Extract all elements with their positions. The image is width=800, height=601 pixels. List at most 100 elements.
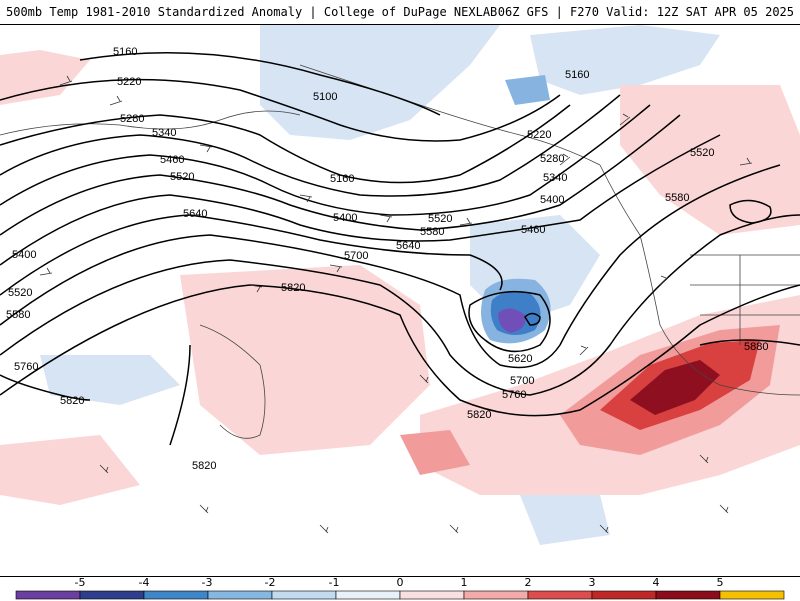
coastline <box>690 254 800 345</box>
contour-line <box>0 134 721 266</box>
wind-barb <box>199 504 209 514</box>
contour-label: 5220 <box>527 129 551 141</box>
contour-label: 5520 <box>690 147 714 159</box>
colorbar-tick: 1 <box>460 576 468 589</box>
coastlines <box>0 64 800 439</box>
contour-label: 5520 <box>8 287 32 299</box>
contour-label: 5400 <box>333 212 357 224</box>
contour-line <box>79 51 441 116</box>
contour-label: 5460 <box>521 224 545 236</box>
anomaly-shading <box>0 25 800 545</box>
negative-anomaly-area <box>530 25 720 95</box>
contour-label: 5620 <box>508 353 532 365</box>
colorbar-tick: -5 <box>74 576 86 589</box>
contour-label: 5100 <box>313 91 337 103</box>
contour-label: 5640 <box>396 240 420 252</box>
negative-anomaly-area <box>260 25 500 140</box>
wind-barb <box>329 264 343 273</box>
wind-barb <box>109 95 123 106</box>
colorbar-tick: 4 <box>652 576 660 589</box>
colorbar-tick: -2 <box>264 576 276 589</box>
contour-label: 5820 <box>192 460 216 472</box>
positive-anomaly-area <box>0 435 140 505</box>
contour-line <box>0 164 781 369</box>
wind-barb <box>199 144 213 153</box>
contour-line <box>729 199 772 224</box>
positive-anomaly-area <box>0 50 90 105</box>
wind-barb <box>299 194 313 203</box>
colorbar-tick: -3 <box>201 576 213 589</box>
colorbar-segment <box>15 590 81 600</box>
wind-barb <box>459 217 473 226</box>
contour-line <box>0 114 681 236</box>
colorbar-tick: -4 <box>138 576 150 589</box>
contour-label: 5220 <box>117 76 141 88</box>
wind-barb <box>559 153 571 166</box>
contour-label: 5520 <box>428 213 452 225</box>
negative-anomaly-area <box>505 75 550 105</box>
contour-label: 5640 <box>183 208 207 220</box>
weather-map: 5160 5220 5100 5160 5280 5340 5460 5520 … <box>0 25 800 576</box>
wind-barb <box>619 113 631 126</box>
map-canvas: 5160 5220 5100 5160 5280 5340 5460 5520 … <box>0 25 800 545</box>
colorbar: -5 -4 -3 -2 -1 0 1 2 3 4 5 <box>0 576 800 601</box>
height-contours <box>0 51 800 446</box>
wind-barb <box>249 284 263 293</box>
colorbar-segment <box>527 590 593 600</box>
contour-line <box>0 214 800 396</box>
contour-line <box>0 104 651 216</box>
colorbar-strip <box>15 590 785 600</box>
contour-line <box>0 284 800 417</box>
map-title: 500mb Temp 1981-2010 Standardized Anomal… <box>6 5 498 19</box>
wind-barb <box>599 524 609 534</box>
positive-anomaly-area <box>620 85 800 235</box>
colorbar-segment <box>591 590 657 600</box>
contour-label: 5400 <box>540 194 564 206</box>
colorbar-segment <box>655 590 721 600</box>
contour-label: 5340 <box>543 172 567 184</box>
contour-line <box>169 344 191 446</box>
contour-label: 5700 <box>344 250 368 262</box>
colorbar-segment <box>79 590 145 600</box>
contour-line <box>524 312 541 326</box>
contour-label: 5820 <box>467 409 491 421</box>
wind-barb <box>659 275 669 286</box>
contour-label: 5820 <box>60 395 84 407</box>
contour-line <box>0 214 503 296</box>
contour-label: 5280 <box>120 113 144 125</box>
wind-barb <box>699 454 709 464</box>
contour-line <box>0 78 561 142</box>
colorbar-segment <box>463 590 529 600</box>
negative-anomaly-area <box>498 308 526 333</box>
colorbar-segment <box>271 590 337 600</box>
colorbar-tick: 5 <box>716 576 724 589</box>
contour-label: 5400 <box>12 249 36 261</box>
contour-line <box>0 94 621 197</box>
wind-barb <box>449 524 459 534</box>
contour-label: 5700 <box>510 375 534 387</box>
colorbar-segment <box>207 590 273 600</box>
contour-labels: 5160 5220 5100 5160 5280 5340 5460 5520 … <box>6 46 768 472</box>
wind-barb <box>739 157 753 166</box>
contour-line <box>0 104 571 184</box>
contour-label: 5820 <box>281 282 305 294</box>
wind-barb <box>579 345 589 356</box>
contour-label: 5160 <box>330 173 354 185</box>
contour-line <box>699 339 800 346</box>
contour-label: 5580 <box>665 192 689 204</box>
map-header: 500mb Temp 1981-2010 Standardized Anomal… <box>0 0 800 25</box>
negative-anomaly-area <box>520 495 610 545</box>
contour-label: 5340 <box>152 127 176 139</box>
colorbar-tick: 2 <box>524 576 532 589</box>
contour-line <box>0 374 91 401</box>
colorbar-segment <box>399 590 465 600</box>
colorbar-tick: 3 <box>588 576 596 589</box>
coastline <box>0 110 301 136</box>
contour-label: 5280 <box>540 153 564 165</box>
colorbar-tick: 0 <box>396 576 404 589</box>
coastline <box>199 324 266 439</box>
contour-label: 5160 <box>565 69 589 81</box>
colorbar-segment <box>719 590 785 600</box>
contour-label: 5880 <box>744 341 768 353</box>
wind-barb <box>39 267 53 276</box>
